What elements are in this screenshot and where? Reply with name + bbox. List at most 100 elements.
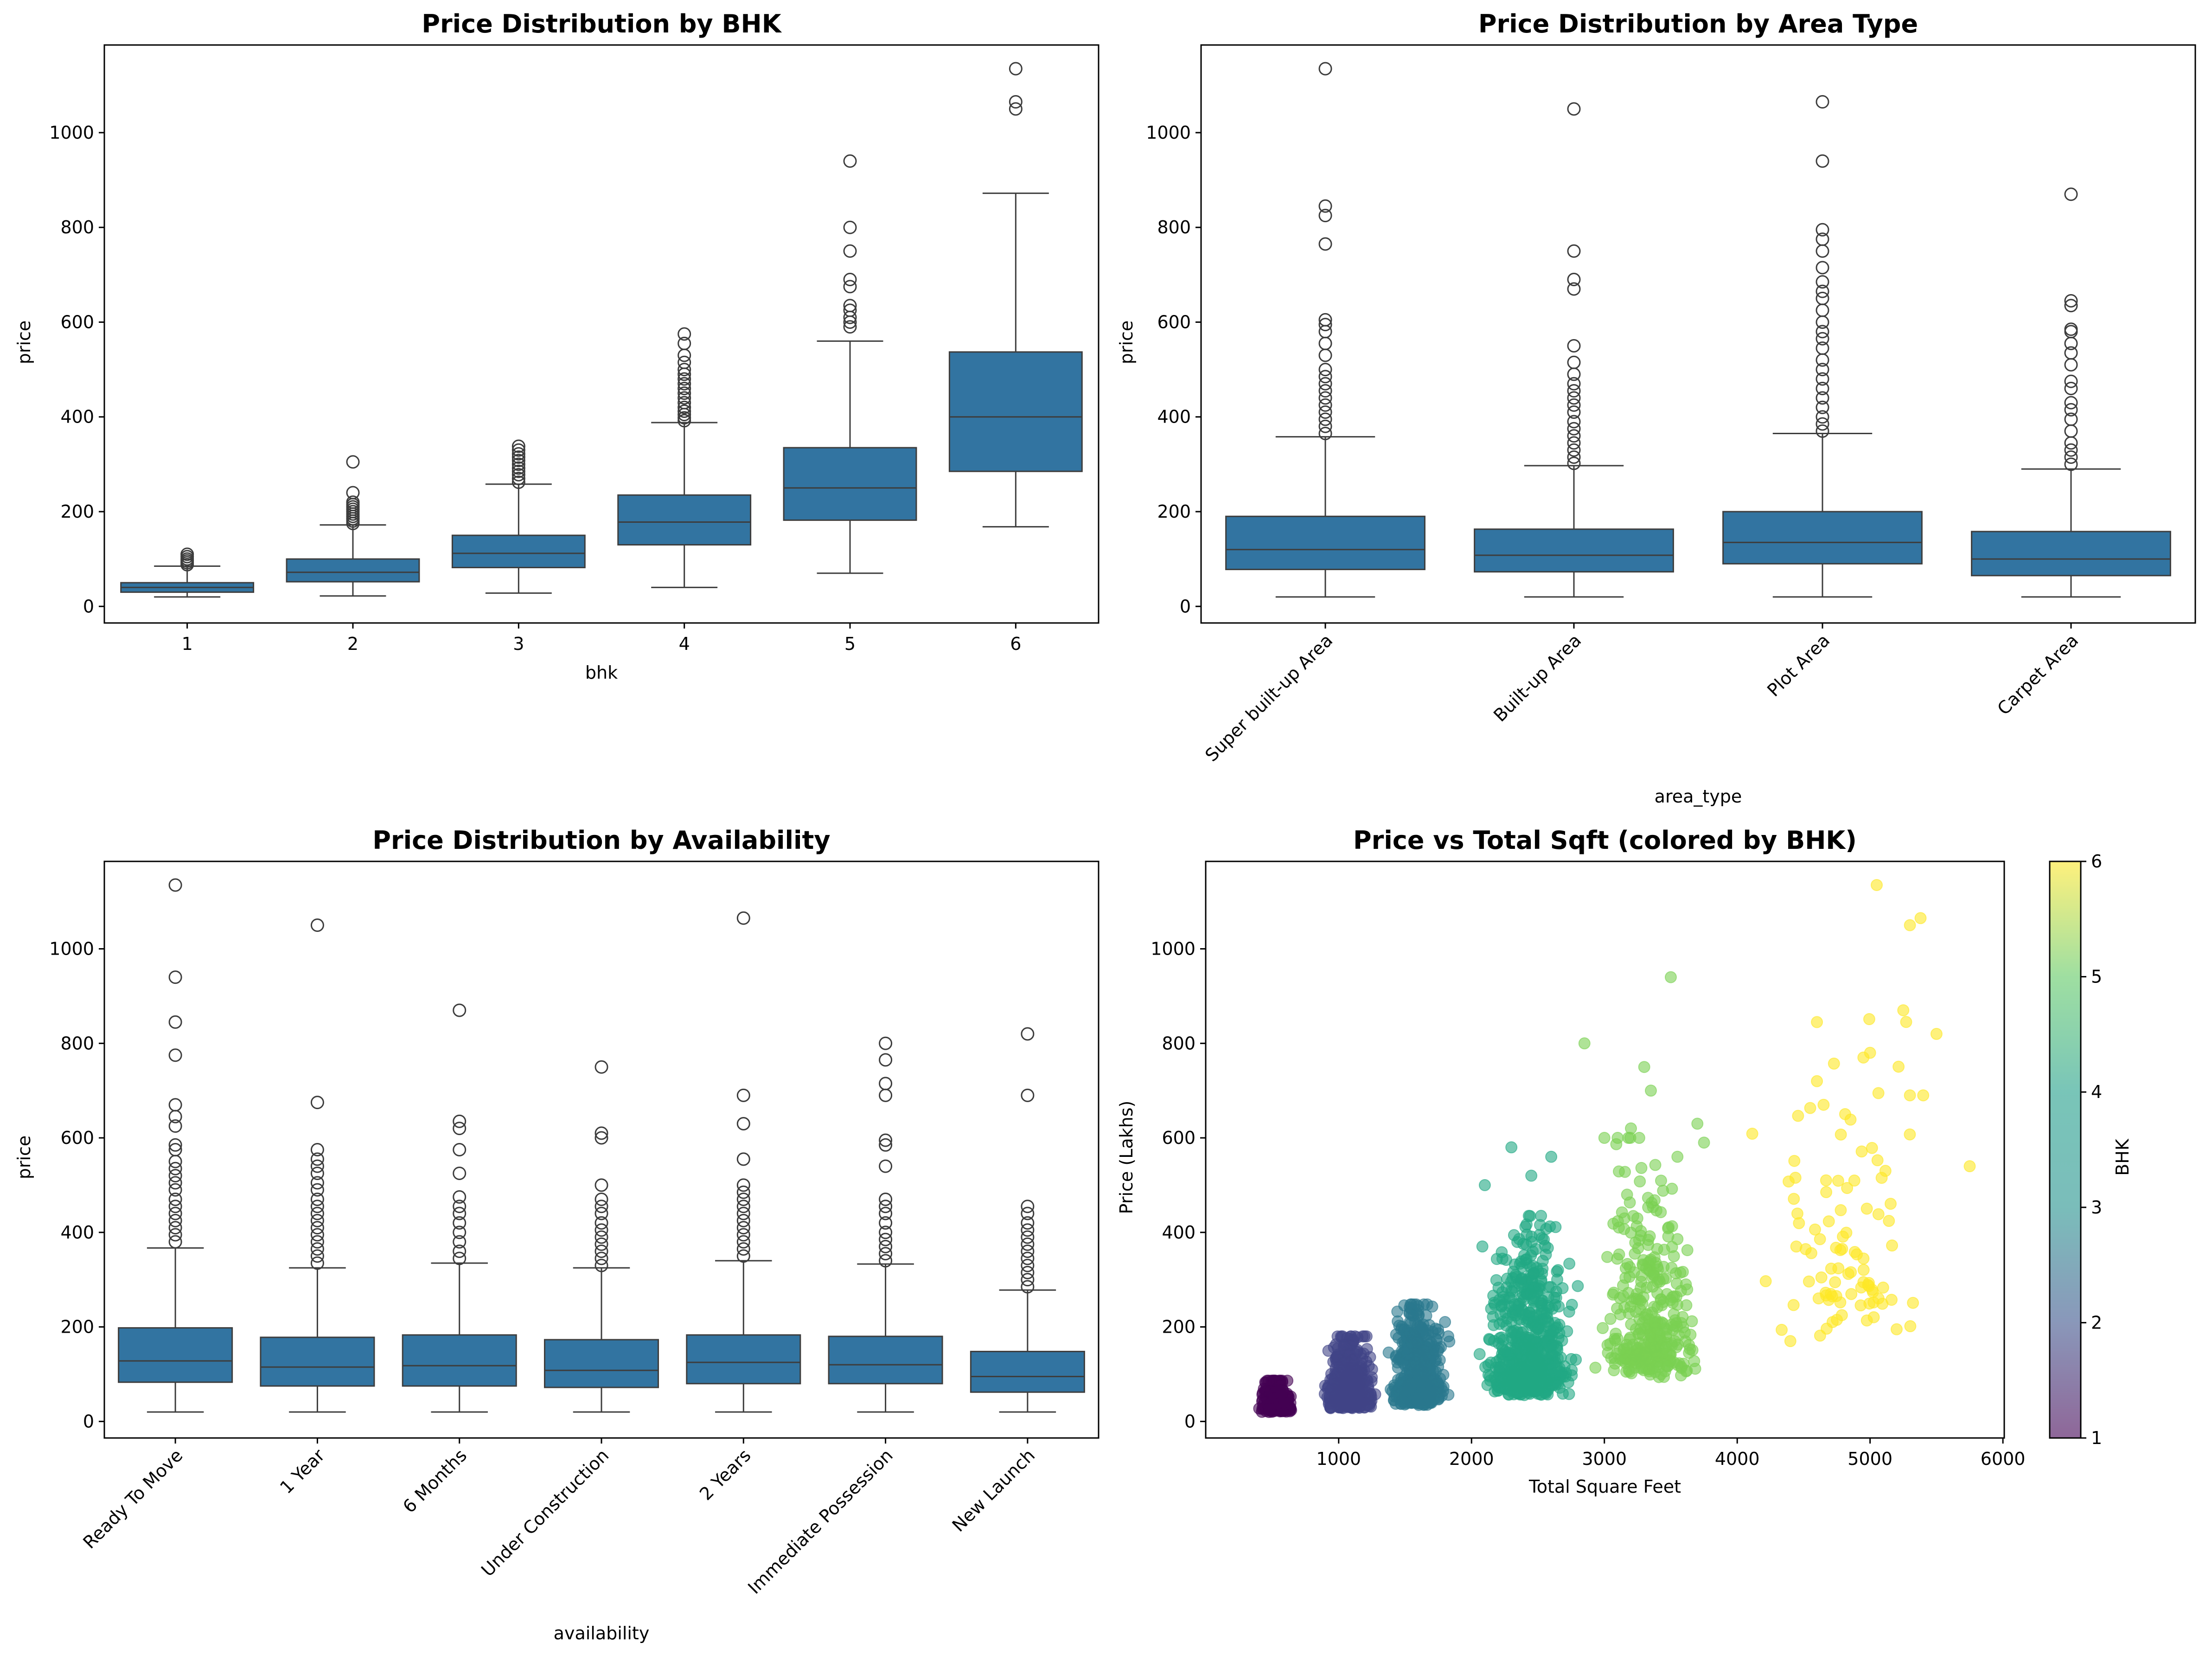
outlier-point xyxy=(168,1169,182,1183)
scatter-point xyxy=(1524,1210,1536,1222)
outlier-point xyxy=(843,299,857,313)
scatter-point xyxy=(1635,1162,1648,1174)
scatter-point xyxy=(1340,1397,1353,1409)
scatter-point xyxy=(1675,1284,1687,1297)
outlier-point xyxy=(168,1228,182,1242)
iqr-box xyxy=(970,1351,1085,1393)
outlier-point xyxy=(2064,346,2078,360)
scatter-point xyxy=(1388,1390,1401,1403)
scatter-point xyxy=(1607,1218,1620,1230)
outlier-point xyxy=(595,1245,608,1258)
outlier-point xyxy=(1021,1207,1035,1220)
scatter-point xyxy=(1622,1287,1635,1299)
outlier-point xyxy=(1567,405,1581,419)
outlier-point xyxy=(2064,294,2078,308)
outlier-point xyxy=(168,1162,182,1175)
y-tick-label: 600 xyxy=(60,312,94,332)
outlier-point xyxy=(1816,232,1829,246)
scatter-point xyxy=(1792,1110,1804,1122)
outlier-point xyxy=(168,970,182,984)
outlier-point xyxy=(310,1213,324,1227)
scatter-point xyxy=(1619,1271,1632,1284)
scatter-point xyxy=(1443,1335,1456,1348)
outlier-point xyxy=(1021,1216,1035,1230)
y-tick-label: 800 xyxy=(60,1033,94,1053)
scatter-point xyxy=(1885,1198,1897,1210)
outlier-point xyxy=(2064,443,2078,457)
outlier-point xyxy=(511,472,525,485)
iqr-box xyxy=(828,1335,943,1385)
outlier-point xyxy=(168,1183,182,1197)
scatter-point xyxy=(1822,1215,1835,1227)
outlier-point xyxy=(1816,381,1829,395)
scatter-point xyxy=(1515,1255,1528,1268)
y-tick-label: 800 xyxy=(1157,217,1191,237)
outlier-point xyxy=(1009,62,1023,76)
scatter-point xyxy=(1350,1387,1362,1399)
outlier-point xyxy=(1567,456,1581,470)
colorbar: 1 2 3 4 5 6 xyxy=(2049,851,2102,1448)
outlier-point xyxy=(1318,391,1332,405)
colorbar-tick-label: 4 xyxy=(2091,1082,2102,1102)
scatter-point xyxy=(1534,1219,1546,1231)
scatter-point xyxy=(1322,1345,1335,1357)
scatter-point xyxy=(1642,1234,1655,1246)
scatter-point xyxy=(1835,1128,1847,1141)
scatter-point xyxy=(1649,1159,1662,1171)
outlier-point xyxy=(1021,1027,1035,1041)
x-tick-label: 3 xyxy=(513,634,524,654)
chart-title: Price vs Total Sqft (colored by BHK) xyxy=(1353,826,1857,855)
scatter-point xyxy=(1620,1366,1632,1378)
outlier-point xyxy=(595,1237,608,1251)
outlier-point xyxy=(595,1200,608,1213)
outlier-point xyxy=(1816,341,1829,355)
outlier-point xyxy=(678,386,691,400)
scatter-point xyxy=(1840,1226,1853,1239)
scatter-point xyxy=(1496,1300,1508,1313)
outlier-point xyxy=(843,154,857,168)
outlier-point xyxy=(310,1221,324,1235)
outlier-point xyxy=(310,1207,324,1220)
scatter-point xyxy=(1623,1307,1635,1320)
scatter-point xyxy=(1657,1185,1669,1197)
outlier-point xyxy=(2064,457,2078,471)
outlier-point xyxy=(1816,154,1829,168)
iqr-box xyxy=(260,1336,375,1387)
scatter-point xyxy=(1829,1276,1841,1289)
outlier-point xyxy=(511,457,525,471)
outlier-point xyxy=(1816,391,1829,405)
y-axis-label: price xyxy=(14,321,34,365)
scatter-point xyxy=(1506,1285,1518,1298)
colorbar-tick-label: 3 xyxy=(2091,1197,2102,1218)
outlier-point xyxy=(310,1228,324,1242)
y-tick-label: 200 xyxy=(60,501,94,522)
scatter-point xyxy=(1657,1317,1669,1329)
outlier-point xyxy=(2064,396,2078,410)
chart-title: Price Distribution by Area Type xyxy=(1478,9,1918,39)
scatter-point xyxy=(1548,1291,1560,1304)
outlier-point xyxy=(2064,322,2078,336)
scatter-point xyxy=(1857,1264,1870,1276)
iqr-box xyxy=(1474,528,1674,573)
outlier-point xyxy=(879,1077,893,1091)
scatter-point xyxy=(1904,919,1916,931)
scatter-point xyxy=(1662,1360,1674,1372)
scatter-point xyxy=(1637,1258,1649,1271)
outlier-point xyxy=(1567,273,1581,287)
outlier-point xyxy=(736,1152,750,1166)
x-tick-label: 4000 xyxy=(1715,1449,1760,1469)
scatter-point xyxy=(1815,1271,1828,1284)
scatter-point xyxy=(1963,1160,1976,1173)
box-plot-by-bhk: Price Distribution by BHK bhk price 1 2 3 4… xyxy=(14,9,1100,683)
scatter-point xyxy=(1759,1275,1772,1288)
scatter-point xyxy=(1686,1344,1699,1356)
scatter-point xyxy=(1811,1016,1823,1028)
outlier-point xyxy=(595,1223,608,1237)
scatter-point xyxy=(1860,1202,1873,1215)
scatter-point xyxy=(1618,1223,1630,1235)
scatter-point xyxy=(1814,1233,1826,1245)
box-6-months xyxy=(402,1003,517,1413)
scatter-point xyxy=(1890,1323,1903,1335)
scatter-point xyxy=(1346,1354,1358,1367)
outlier-point xyxy=(453,1003,467,1017)
